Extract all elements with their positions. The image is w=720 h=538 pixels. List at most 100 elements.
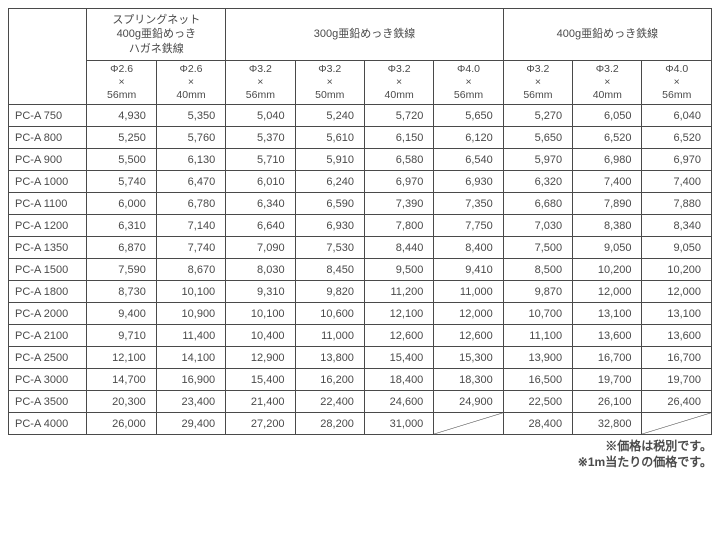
price-cell: 7,590 — [87, 259, 156, 281]
price-cell: 10,100 — [156, 281, 225, 303]
table-row: PC-A 13506,8707,7407,0907,5308,4408,4007… — [9, 237, 712, 259]
footnote-2: ※1m当たりの価格です。 — [8, 455, 712, 471]
price-cell: 6,520 — [642, 127, 712, 149]
price-cell: 22,500 — [503, 391, 572, 413]
group-header-2: 300g亜鉛めっき鉄線 — [226, 9, 504, 61]
price-cell: 8,400 — [434, 237, 503, 259]
price-cell: 19,700 — [642, 369, 712, 391]
price-cell: 12,900 — [226, 347, 295, 369]
price-cell: 5,270 — [503, 105, 572, 127]
row-label: PC-A 1100 — [9, 193, 87, 215]
footnote-1: ※価格は税別です。 — [8, 439, 712, 455]
price-cell: 7,890 — [573, 193, 642, 215]
price-cell: 24,900 — [434, 391, 503, 413]
price-cell: 19,700 — [573, 369, 642, 391]
table-row: PC-A 10005,7406,4706,0106,2406,9706,9306… — [9, 171, 712, 193]
sub-header: Φ3.2×50mm — [295, 60, 364, 104]
price-cell: 6,870 — [87, 237, 156, 259]
price-cell: 7,400 — [642, 171, 712, 193]
price-cell: 5,760 — [156, 127, 225, 149]
price-cell: 5,350 — [156, 105, 225, 127]
group-header-3: 400g亜鉛めっき鉄線 — [503, 9, 711, 61]
price-cell: 6,780 — [156, 193, 225, 215]
price-cell: 6,540 — [434, 149, 503, 171]
price-cell: 5,040 — [226, 105, 295, 127]
sub-header: Φ2.6×56mm — [87, 60, 156, 104]
row-label: PC-A 2500 — [9, 347, 87, 369]
price-cell: 12,000 — [573, 281, 642, 303]
price-cell: 10,200 — [642, 259, 712, 281]
row-label: PC-A 3500 — [9, 391, 87, 413]
price-cell: 9,050 — [573, 237, 642, 259]
row-label: PC-A 1200 — [9, 215, 87, 237]
price-cell: 18,400 — [364, 369, 433, 391]
price-cell: 21,400 — [226, 391, 295, 413]
price-cell: 14,700 — [87, 369, 156, 391]
price-cell: 14,100 — [156, 347, 225, 369]
price-cell: 5,500 — [87, 149, 156, 171]
price-cell: 12,000 — [434, 303, 503, 325]
price-cell: 10,900 — [156, 303, 225, 325]
price-cell: 8,380 — [573, 215, 642, 237]
price-cell: 28,400 — [503, 413, 572, 435]
sub-header: Φ3.2×56mm — [503, 60, 572, 104]
table-row: PC-A 20009,40010,90010,10010,60012,10012… — [9, 303, 712, 325]
price-cell: 13,100 — [573, 303, 642, 325]
price-cell: 7,500 — [503, 237, 572, 259]
price-cell: 12,600 — [434, 325, 503, 347]
price-cell: 7,090 — [226, 237, 295, 259]
price-cell: 6,640 — [226, 215, 295, 237]
price-cell: 7,530 — [295, 237, 364, 259]
price-cell: 11,400 — [156, 325, 225, 347]
price-cell: 9,710 — [87, 325, 156, 347]
price-cell: 7,880 — [642, 193, 712, 215]
price-cell: 12,600 — [364, 325, 433, 347]
price-cell: 27,200 — [226, 413, 295, 435]
price-cell: 11,000 — [295, 325, 364, 347]
price-cell: 16,700 — [573, 347, 642, 369]
price-cell: 5,910 — [295, 149, 364, 171]
price-cell: 6,970 — [642, 149, 712, 171]
price-cell: 13,100 — [642, 303, 712, 325]
table-body: PC-A 7504,9305,3505,0405,2405,7205,6505,… — [9, 105, 712, 435]
price-cell: 6,130 — [156, 149, 225, 171]
price-cell: 6,930 — [295, 215, 364, 237]
price-cell: 11,200 — [364, 281, 433, 303]
price-cell: 6,980 — [573, 149, 642, 171]
price-cell: 6,150 — [364, 127, 433, 149]
price-cell: 28,200 — [295, 413, 364, 435]
price-cell: 26,100 — [573, 391, 642, 413]
price-table: スプリングネット400g亜鉛めっきハガネ鉄線 300g亜鉛めっき鉄線 400g亜… — [8, 8, 712, 435]
table-row: PC-A 300014,70016,90015,40016,20018,4001… — [9, 369, 712, 391]
price-cell: 6,470 — [156, 171, 225, 193]
footnotes: ※価格は税別です。 ※1m当たりの価格です。 — [8, 439, 712, 470]
price-cell: 13,800 — [295, 347, 364, 369]
price-cell: 6,680 — [503, 193, 572, 215]
price-cell: 9,050 — [642, 237, 712, 259]
price-cell: 6,320 — [503, 171, 572, 193]
table-row: PC-A 7504,9305,3505,0405,2405,7205,6505,… — [9, 105, 712, 127]
price-cell: 4,930 — [87, 105, 156, 127]
table-row: PC-A 350020,30023,40021,40022,40024,6002… — [9, 391, 712, 413]
price-cell: 31,000 — [364, 413, 433, 435]
price-cell: 13,600 — [573, 325, 642, 347]
row-label: PC-A 1000 — [9, 171, 87, 193]
price-cell: 8,450 — [295, 259, 364, 281]
table-row: PC-A 9005,5006,1305,7105,9106,5806,5405,… — [9, 149, 712, 171]
price-cell: 9,870 — [503, 281, 572, 303]
price-cell: 7,400 — [573, 171, 642, 193]
price-cell: 16,900 — [156, 369, 225, 391]
price-cell: 13,900 — [503, 347, 572, 369]
price-cell: 6,930 — [434, 171, 503, 193]
price-cell: 7,800 — [364, 215, 433, 237]
price-cell: 5,740 — [87, 171, 156, 193]
price-cell: 8,730 — [87, 281, 156, 303]
price-cell: 10,200 — [573, 259, 642, 281]
price-cell: 24,600 — [364, 391, 433, 413]
table-row: PC-A 11006,0006,7806,3406,5907,3907,3506… — [9, 193, 712, 215]
row-label: PC-A 2100 — [9, 325, 87, 347]
price-cell: 6,970 — [364, 171, 433, 193]
price-cell: 8,500 — [503, 259, 572, 281]
sub-header: Φ3.2×56mm — [226, 60, 295, 104]
price-cell: 5,240 — [295, 105, 364, 127]
